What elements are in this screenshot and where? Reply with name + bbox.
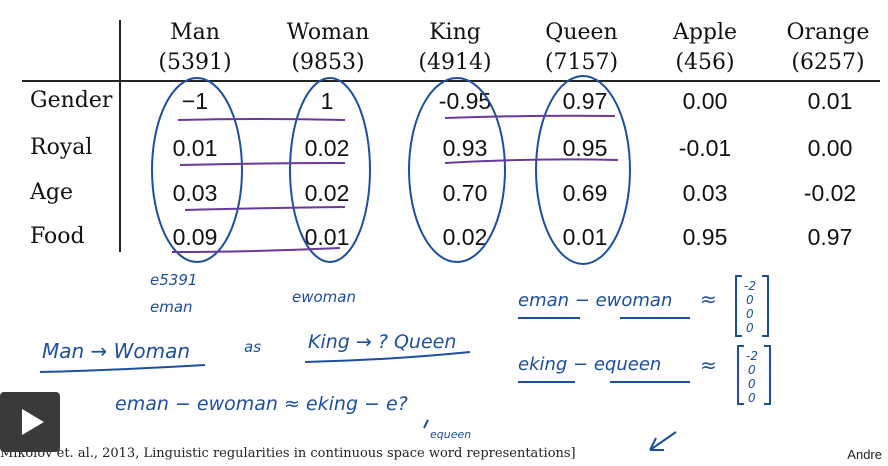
author-name: Andre xyxy=(847,447,882,462)
table-cell: 0.00 xyxy=(682,88,728,114)
col-header-woman: Woman (9853) xyxy=(278,18,378,78)
hw-approx-2: ≈ xyxy=(700,353,717,377)
col-header-count: (9853) xyxy=(291,50,365,75)
col-header-name: Orange xyxy=(786,20,870,45)
hw-as: as xyxy=(244,338,261,356)
table-cell: -0.02 xyxy=(803,180,857,206)
row-connector-lines xyxy=(171,114,619,253)
hw-vec1-2: 0 xyxy=(746,307,754,321)
table-cell: 0.97 xyxy=(807,224,853,250)
table-cell: 0.01 xyxy=(562,224,608,250)
table-cell: 0.09 xyxy=(172,224,218,250)
table-cell: 0.02 xyxy=(442,224,488,250)
man-column-ellipse xyxy=(151,77,243,263)
table-cell: 0.00 xyxy=(807,135,853,161)
vector1-brackets xyxy=(735,275,769,337)
table-cell: 0.03 xyxy=(682,180,728,206)
hw-vec2-0: -2 xyxy=(746,349,758,363)
hw-eq1-left: eman − ewoman xyxy=(518,290,672,311)
table-cell: 0.02 xyxy=(304,135,350,161)
col-header-queen: Queen (7157) xyxy=(534,18,629,78)
hw-approx-1: ≈ xyxy=(700,287,717,311)
hw-vec2-2: 0 xyxy=(748,377,756,391)
col-header-count: (4914) xyxy=(418,50,492,75)
row-label-gender: Gender xyxy=(30,88,113,113)
arrow-icon xyxy=(649,431,677,451)
citation-text: Mikolov et. al., 2013, Linguistic regula… xyxy=(0,446,576,461)
king-column-ellipse xyxy=(408,77,506,263)
table-cell: −1 xyxy=(181,88,209,114)
table-cell: -0.01 xyxy=(678,135,732,161)
table-cell: 0.01 xyxy=(304,224,350,250)
table-cell: 0.01 xyxy=(172,135,218,161)
row-label-food: Food xyxy=(30,224,85,249)
col-header-name: Man xyxy=(170,20,220,45)
col-header-name: Woman xyxy=(286,20,370,45)
hw-analogy-right: King → ? Queen xyxy=(308,331,456,353)
hw-vec1-0: -2 xyxy=(744,279,756,293)
woman-column-ellipse xyxy=(289,77,371,263)
col-header-name: Queen xyxy=(545,20,618,45)
col-header-apple: Apple (456) xyxy=(660,18,750,78)
table-cell: 0.69 xyxy=(562,180,608,206)
hw-analogy-left: Man → Woman xyxy=(42,339,190,363)
row-label-royal: Royal xyxy=(30,135,93,160)
table-horizontal-rule xyxy=(22,80,880,82)
table-cell: 1 xyxy=(320,88,334,114)
hw-eq2-left: eking − equeen xyxy=(518,354,661,375)
hw-vec1-3: 0 xyxy=(746,321,754,335)
hw-eq3: eman − ewoman ≈ eking − e? xyxy=(115,393,408,415)
hw-vec2-1: 0 xyxy=(748,363,756,377)
row-label-age: Age xyxy=(30,180,73,205)
hw-eman: eman xyxy=(150,298,193,316)
queen-column-ellipse xyxy=(535,75,631,265)
col-header-count: (5391) xyxy=(158,50,232,75)
col-header-count: (7157) xyxy=(544,50,619,75)
table-cell: 0.01 xyxy=(807,88,853,114)
col-header-king: King (4914) xyxy=(410,18,500,78)
table-cell: 0.02 xyxy=(304,180,350,206)
col-header-count: (6257) xyxy=(791,50,865,75)
table-cell: 0.93 xyxy=(442,135,488,161)
col-header-man: Man (5391) xyxy=(150,18,240,78)
table-vertical-rule xyxy=(119,20,121,252)
table-cell: 0.70 xyxy=(442,180,488,206)
hw-vec1-1: 0 xyxy=(746,293,754,307)
vector2-brackets xyxy=(737,345,771,405)
hw-equeen-note: equeen xyxy=(430,428,471,441)
table-cell: 0.95 xyxy=(682,224,728,250)
play-icon[interactable] xyxy=(0,392,60,452)
col-header-orange: Orange (6257) xyxy=(778,18,878,78)
col-header-name: King xyxy=(429,20,481,45)
col-header-name: Apple xyxy=(672,20,738,45)
hw-ewoman: ewoman xyxy=(292,288,356,306)
table-cell: 0.95 xyxy=(562,135,608,161)
col-header-count: (456) xyxy=(675,50,735,75)
table-cell: 0.97 xyxy=(562,88,608,114)
table-cell: 0.03 xyxy=(172,180,218,206)
hw-e5391: e5391 xyxy=(150,271,197,289)
hw-vec2-3: 0 xyxy=(748,391,756,405)
